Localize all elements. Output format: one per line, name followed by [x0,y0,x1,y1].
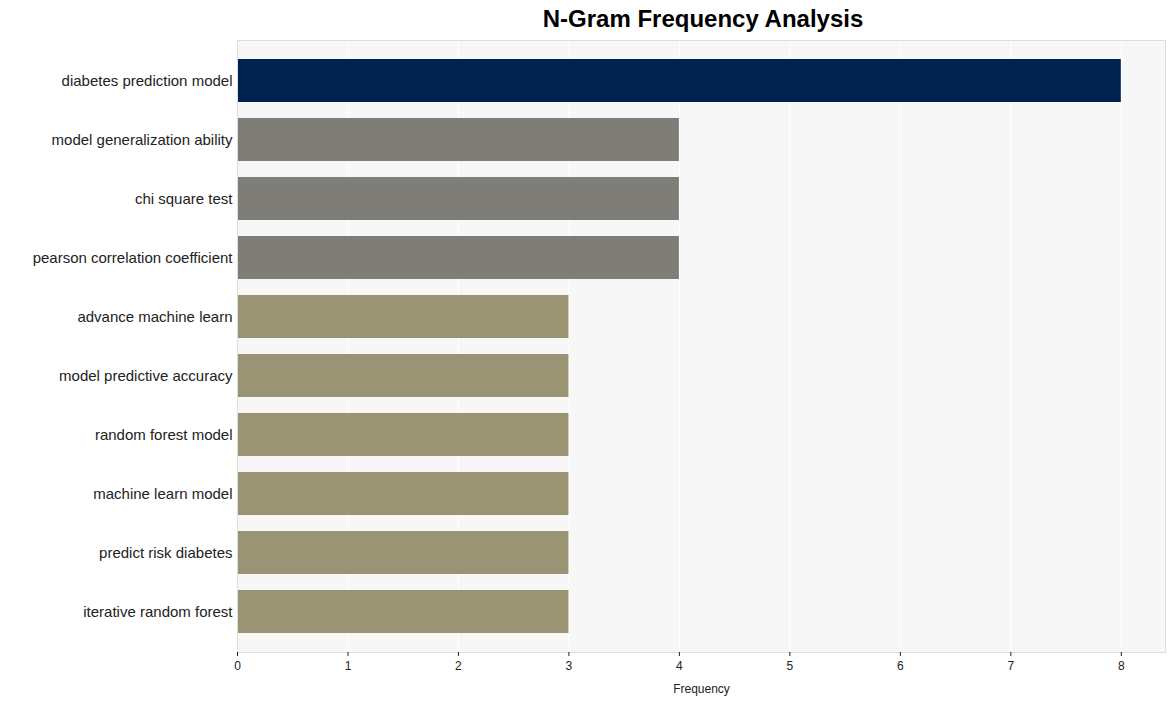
svg-text:0: 0 [234,659,241,673]
svg-text:6: 6 [897,659,904,673]
svg-text:diabetes prediction model: diabetes prediction model [62,72,233,89]
svg-text:4: 4 [676,659,683,673]
svg-text:advance machine learn: advance machine learn [77,308,232,325]
svg-text:machine learn model: machine learn model [93,485,232,502]
svg-text:3: 3 [566,659,573,673]
svg-text:7: 7 [1007,659,1014,673]
svg-text:predict risk diabetes: predict risk diabetes [99,544,232,561]
svg-text:random forest model: random forest model [95,426,233,443]
svg-text:Frequency: Frequency [673,682,730,696]
svg-text:5: 5 [787,659,794,673]
svg-text:model generalization ability: model generalization ability [52,131,233,148]
html-text:N-Gram Frequency Analysis: N-Gram Frequency Analysis [542,5,864,32]
svg-text:iterative random forest: iterative random forest [83,603,233,620]
svg-text:8: 8 [1118,659,1125,673]
svg-text:chi square test: chi square test [135,190,233,207]
svg-text:pearson correlation coefficien: pearson correlation coefficient [33,249,234,266]
svg-text:2: 2 [455,659,462,673]
svg-text:model predictive accuracy: model predictive accuracy [59,367,233,384]
svg-text:1: 1 [345,659,352,673]
